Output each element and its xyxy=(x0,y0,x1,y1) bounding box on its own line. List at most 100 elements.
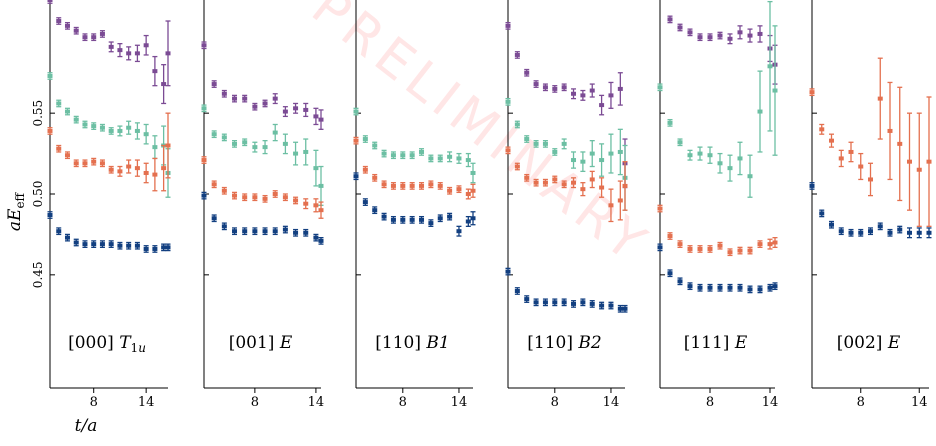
series-purple xyxy=(201,41,324,130)
series-blue xyxy=(809,182,932,239)
data-point xyxy=(617,306,623,311)
data-point xyxy=(353,138,359,143)
data-point xyxy=(580,187,586,192)
panel-6: 8 14 [002] E xyxy=(809,0,932,410)
data-point xyxy=(282,227,288,232)
series-orange xyxy=(353,136,476,200)
x-axis-label: t/a xyxy=(75,416,98,436)
data-point xyxy=(211,82,217,87)
data-point xyxy=(505,23,511,28)
data-point xyxy=(400,217,406,222)
panels-group: 0.45 0.50 0.55 8 14 [000] T1u 8 14 [001] E 8 14 [11… xyxy=(31,0,932,410)
data-point xyxy=(134,128,140,133)
data-point xyxy=(400,183,406,188)
data-point xyxy=(514,122,520,127)
data-point xyxy=(99,161,105,166)
data-point xyxy=(108,44,114,49)
data-point xyxy=(232,141,238,146)
panel-1: 0.45 0.50 0.55 8 14 [000] T1u xyxy=(31,0,171,410)
data-point xyxy=(608,93,614,98)
data-point xyxy=(73,117,79,122)
panel-label: [002] E xyxy=(837,333,901,353)
series-teal xyxy=(353,107,476,184)
data-point xyxy=(524,175,530,180)
data-point xyxy=(362,167,368,172)
data-point xyxy=(687,30,693,35)
data-point xyxy=(470,216,476,221)
data-point xyxy=(667,17,673,22)
data-point xyxy=(622,183,628,188)
data-point xyxy=(303,230,309,235)
data-point xyxy=(211,216,217,221)
data-point xyxy=(161,82,167,87)
watermark-text: PRELIMINARY xyxy=(300,0,660,276)
data-point xyxy=(677,25,683,30)
data-point xyxy=(727,250,733,255)
data-point xyxy=(134,51,140,56)
data-point xyxy=(428,221,434,226)
x-tick-label: 14 xyxy=(762,395,779,410)
data-point xyxy=(717,33,723,38)
data-point xyxy=(99,125,105,130)
data-point xyxy=(514,52,520,57)
series-orange xyxy=(657,204,778,257)
data-point xyxy=(82,35,88,40)
data-point xyxy=(372,208,378,213)
data-point xyxy=(533,141,539,146)
data-point xyxy=(56,19,62,24)
data-point xyxy=(134,243,140,248)
data-point xyxy=(221,91,227,96)
data-point xyxy=(599,158,605,163)
data-point xyxy=(47,213,53,218)
data-point xyxy=(47,73,53,78)
data-point xyxy=(907,159,912,164)
data-point xyxy=(747,174,753,179)
data-point xyxy=(272,130,278,135)
data-point xyxy=(428,182,434,187)
data-point xyxy=(126,51,132,56)
data-point xyxy=(64,23,70,28)
data-point xyxy=(747,33,753,38)
data-point xyxy=(897,141,903,146)
data-point xyxy=(419,217,425,222)
data-point xyxy=(657,206,663,211)
data-point xyxy=(868,229,873,234)
x-tick-label: 8 xyxy=(399,395,407,410)
data-point xyxy=(372,143,378,148)
data-point xyxy=(82,161,88,166)
data-point xyxy=(727,285,733,290)
data-point xyxy=(262,145,268,150)
data-point xyxy=(657,85,663,90)
data-point xyxy=(56,146,62,151)
data-point xyxy=(381,214,387,219)
data-point xyxy=(318,183,324,188)
data-point xyxy=(747,287,753,292)
series-blue xyxy=(505,267,628,313)
data-point xyxy=(293,106,299,111)
data-point xyxy=(599,303,605,308)
y-tick-label: 0.50 xyxy=(31,181,45,208)
data-point xyxy=(282,141,288,146)
data-point xyxy=(533,180,539,185)
data-point xyxy=(599,103,605,108)
data-point xyxy=(868,177,873,182)
data-point xyxy=(877,224,883,229)
panel-3: 8 14 [110] B1 xyxy=(353,0,476,410)
data-point xyxy=(858,230,864,235)
x-tick-label: 14 xyxy=(308,395,325,410)
data-point xyxy=(687,246,693,251)
data-point xyxy=(757,242,763,247)
data-point xyxy=(589,301,595,306)
panel-label: [110] B1 xyxy=(375,333,449,353)
data-point xyxy=(667,120,673,125)
data-point xyxy=(829,138,834,143)
data-point xyxy=(599,185,605,190)
data-point xyxy=(134,166,140,171)
series-teal xyxy=(201,104,324,206)
data-point xyxy=(717,161,723,166)
data-point xyxy=(524,70,530,75)
data-point xyxy=(465,219,471,224)
data-point xyxy=(524,297,530,302)
data-point xyxy=(848,230,854,235)
data-point xyxy=(409,183,415,188)
